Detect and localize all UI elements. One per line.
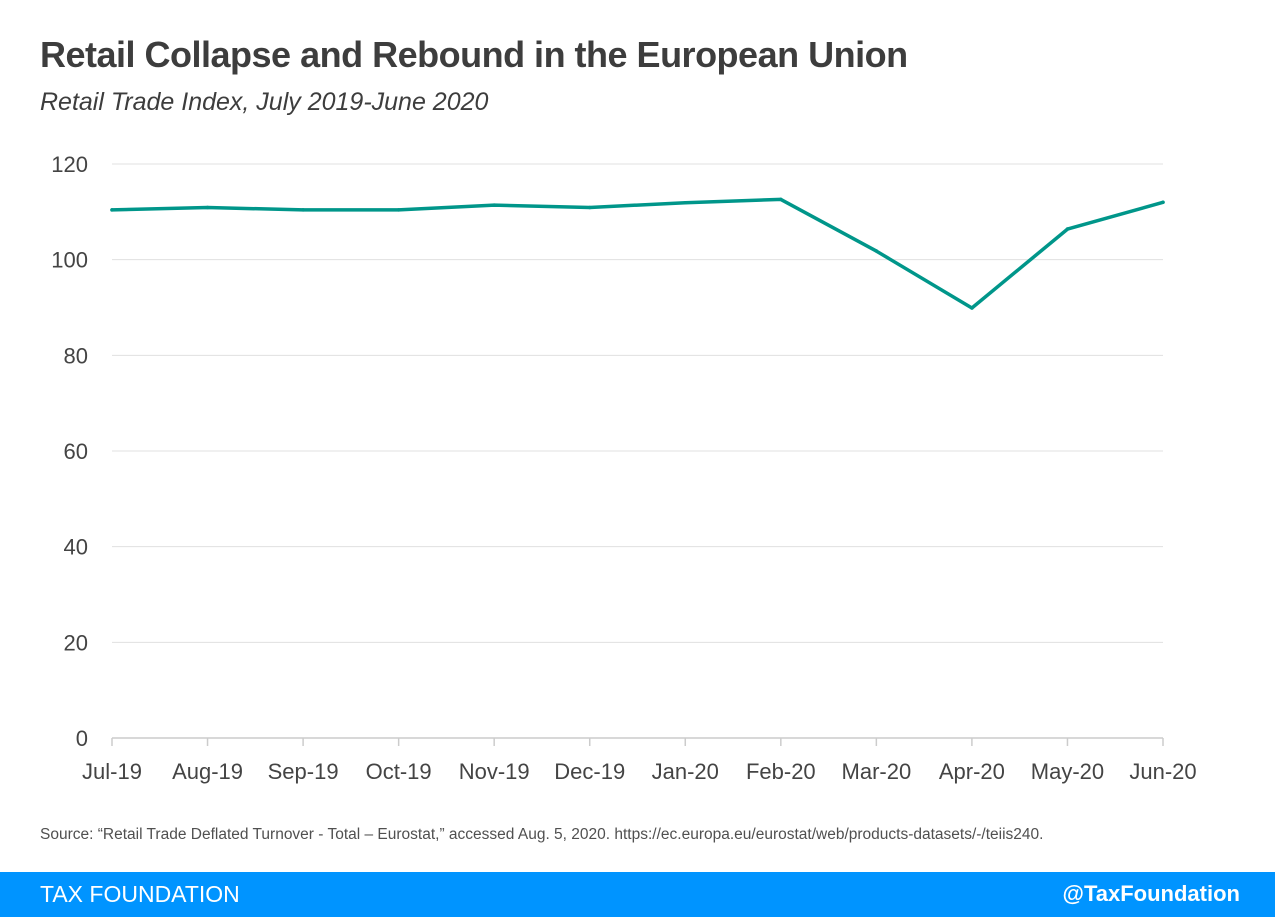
y-tick-label: 80 xyxy=(64,343,88,368)
x-tick-label: Jul-19 xyxy=(82,759,142,784)
x-tick-label: Apr-20 xyxy=(939,759,1005,784)
x-tick-label: Jan-20 xyxy=(652,759,719,784)
x-tick-label: May-20 xyxy=(1031,759,1104,784)
data-point xyxy=(492,203,496,207)
x-tick-label: Dec-19 xyxy=(554,759,625,784)
source-note: Source: “Retail Trade Deflated Turnover … xyxy=(40,826,1044,843)
x-tick-label: Jun-20 xyxy=(1129,759,1196,784)
footer-bar: TAX FOUNDATION @TaxFoundation xyxy=(0,872,1275,917)
x-tick-label: Aug-19 xyxy=(172,759,243,784)
chart-title: Retail Collapse and Rebound in the Europ… xyxy=(40,34,908,75)
y-tick-label: 100 xyxy=(51,248,88,273)
data-point xyxy=(1065,227,1070,231)
data-point xyxy=(970,306,974,310)
data-point xyxy=(1161,200,1165,205)
y-tick-label: 120 xyxy=(51,152,88,177)
data-point xyxy=(874,249,879,253)
data-point xyxy=(779,197,783,202)
series-line xyxy=(110,197,1165,310)
x-tick-label: Oct-19 xyxy=(366,759,432,784)
x-tick-label: Sep-19 xyxy=(268,759,339,784)
data-point xyxy=(396,208,401,212)
line-chart: 0 20 40 60 80 100 120 Jul-19 Aug-19 Sep-19 Oct-19 N… xyxy=(51,152,1196,784)
x-tick-label: Nov-19 xyxy=(459,759,530,784)
y-tick-label: 0 xyxy=(76,726,88,751)
footer-handle[interactable]: @TaxFoundation xyxy=(1062,881,1240,906)
y-tick-label: 20 xyxy=(64,630,88,655)
data-point xyxy=(301,208,305,212)
y-tick-label: 40 xyxy=(64,535,88,560)
x-tick-label: Feb-20 xyxy=(746,759,816,784)
data-point xyxy=(110,208,114,212)
data-point xyxy=(683,200,688,205)
y-tick-label: 60 xyxy=(64,439,88,464)
data-point xyxy=(587,205,592,210)
data-point xyxy=(205,205,210,210)
footer-brand: TAX FOUNDATION xyxy=(40,881,240,907)
x-tick-label: Mar-20 xyxy=(842,759,912,784)
chart-subtitle: Retail Trade Index, July 2019-June 2020 xyxy=(40,88,489,116)
